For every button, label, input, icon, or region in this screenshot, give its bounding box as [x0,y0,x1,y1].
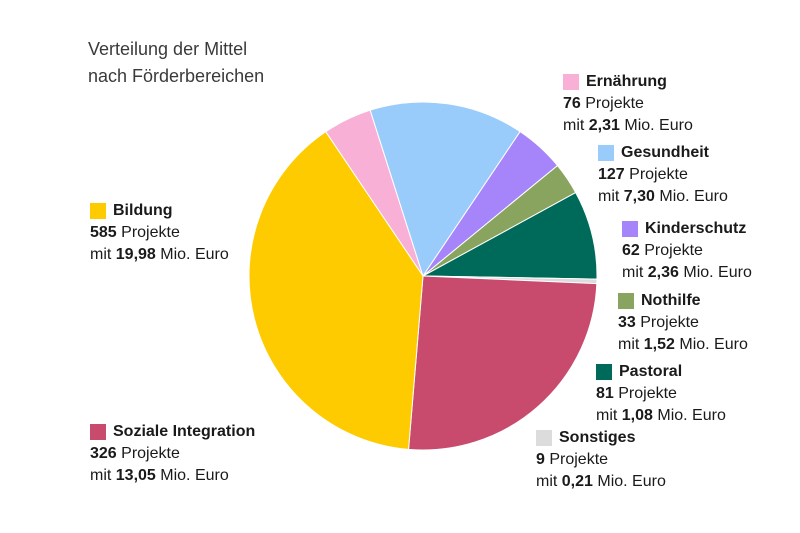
legend-projects: 62 Projekte [622,242,703,259]
legend-amount-value: 2,31 [588,117,620,134]
legend-project-count: 76 [563,95,581,112]
legend-head: Ernährung [563,71,693,93]
legend-amount: mit 1,52 Mio. Euro [618,336,748,353]
legend-label: Ernährung [586,73,667,90]
legend-project-count: 33 [618,314,636,331]
legend-swatch [622,221,638,237]
pie-slice-bildung [248,131,424,450]
legend-project-count: 127 [598,166,625,183]
legend-amount: mit 13,05 Mio. Euro [90,467,229,484]
legend-project-count: 9 [536,451,545,468]
legend-head: Kinderschutz [622,218,752,240]
pie-slice-gesundheit [369,101,521,278]
legend-swatch [598,145,614,161]
legend-bildung: Bildung 585 Projekte mit 19,98 Mio. Euro [90,200,229,266]
legend-amount-value: 0,21 [561,473,593,490]
legend-projects: 9 Projekte [536,451,609,468]
legend-label: Nothilfe [641,292,701,309]
legend-label: Soziale Integration [113,423,256,440]
legend-amount-value: 1,52 [643,336,675,353]
legend-pastoral: Pastoral 81 Projekte mit 1,08 Mio. Euro [596,361,726,427]
legend-amount: mit 7,30 Mio. Euro [598,188,728,205]
legend-swatch [596,364,612,380]
legend-amount-value: 2,36 [647,264,679,281]
legend-amount: mit 19,98 Mio. Euro [90,246,229,263]
legend-amount-value: 13,05 [115,467,156,484]
legend-swatch [90,203,106,219]
legend-sonstiges: Sonstiges 9 Projekte mit 0,21 Mio. Euro [536,427,666,493]
legend-amount: mit 2,31 Mio. Euro [563,117,693,134]
legend-swatch [563,74,579,90]
legend-label: Sonstiges [559,429,636,446]
legend-project-count: 62 [622,242,640,259]
legend-amount-value: 1,08 [621,407,653,424]
legend-soziale-integration: Soziale Integration 326 Projekte mit 13,05… [90,421,255,487]
legend-head: Sonstiges [536,427,666,449]
legend-swatch [90,424,106,440]
legend-head: Gesundheit [598,142,728,164]
legend-head: Bildung [90,200,229,222]
legend-projects: 76 Projekte [563,95,644,112]
legend-project-count: 326 [90,445,117,462]
legend-ernährung: Ernährung 76 Projekte mit 2,31 Mio. Euro [563,71,693,137]
legend-project-count: 81 [596,385,614,402]
pie-slice-pastoral [421,191,598,280]
legend-projects: 127 Projekte [598,166,688,183]
legend-label: Kinderschutz [645,220,747,237]
legend-head: Soziale Integration [90,421,255,443]
legend-amount: mit 0,21 Mio. Euro [536,473,666,490]
legend-gesundheit: Gesundheit 127 Projekte mit 7,30 Mio. Euro [598,142,728,208]
legend-label: Gesundheit [621,144,710,161]
chart-title: Verteilung der Mittel nach Förderbereich… [88,36,348,90]
legend-head: Pastoral [596,361,726,383]
legend-swatch [536,430,552,446]
legend-projects: 585 Projekte [90,224,180,241]
legend-label: Pastoral [619,363,683,380]
legend-project-count: 585 [90,224,117,241]
chart-title-line-2: nach Förderbereichen [88,66,265,86]
legend-projects: 81 Projekte [596,385,677,402]
legend-swatch [618,293,634,309]
legend-projects: 33 Projekte [618,314,699,331]
legend-head: Nothilfe [618,290,748,312]
legend-amount-value: 19,98 [115,246,156,263]
legend-projects: 326 Projekte [90,445,180,462]
pie-slice-soziale-integration [407,275,598,451]
legend-amount: mit 2,36 Mio. Euro [622,264,752,281]
legend-amount: mit 1,08 Mio. Euro [596,407,726,424]
legend-kinderschutz: Kinderschutz 62 Projekte mit 2,36 Mio. Eur… [622,218,752,284]
legend-label: Bildung [113,202,173,219]
legend-amount-value: 7,30 [623,188,655,205]
chart-title-line-1: Verteilung der Mittel [88,39,248,59]
legend-nothilfe: Nothilfe 33 Projekte mit 1,52 Mio. Euro [618,290,748,356]
